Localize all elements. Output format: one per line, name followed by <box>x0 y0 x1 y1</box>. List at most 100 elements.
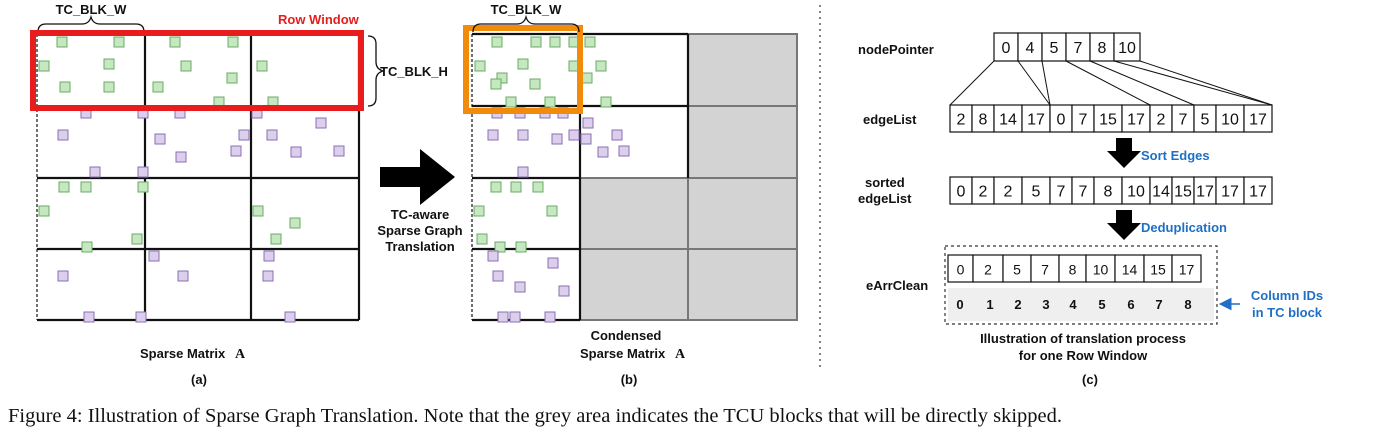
nonzero-purple <box>544 311 556 323</box>
nonzero-purple <box>290 146 302 158</box>
sorted-edge-list-cell <box>1243 176 1273 205</box>
nonzero-green <box>491 36 503 48</box>
figure-caption: Figure 4: Illustration of Sparse Graph T… <box>8 405 1062 427</box>
tc-blk-w-label-b: TC_BLK_W <box>491 2 563 17</box>
sort-edges-label: Sort Edges <box>1141 148 1210 163</box>
panel-b: TC_BLK_W Condensed Sparse Matrix A (b) <box>463 2 798 387</box>
dedup-arrow <box>1107 210 1141 240</box>
nonzero-purple <box>611 129 623 141</box>
sorted-edge-list-cell <box>993 176 1023 205</box>
earr-container <box>944 245 1218 325</box>
tc-blk-h-label: TC_BLK_H <box>380 64 448 79</box>
earr-clean-value: 7 <box>1041 262 1049 278</box>
tc-blk-w-brace-b <box>472 14 580 33</box>
node-pointer-cell <box>993 32 1019 62</box>
nonzero-green <box>517 58 529 70</box>
earr-clean-value: 2 <box>984 262 992 278</box>
nonzero-purple <box>487 129 499 141</box>
sparse-matrix-label: Sparse Matrix <box>140 346 226 361</box>
nonzero-purple <box>263 250 275 262</box>
nonzero-green <box>581 72 593 84</box>
edge-list-value: 2 <box>957 112 966 129</box>
nonzero-green <box>180 60 192 72</box>
nonzero-green <box>38 60 50 72</box>
earr-clean-cell <box>1143 254 1173 283</box>
nonzero-purple <box>137 166 149 178</box>
nonzero-green <box>169 36 181 48</box>
node-pointer-cell <box>1113 32 1141 62</box>
sorted-edge-list-value: 14 <box>1152 184 1170 201</box>
edge-list-value: 17 <box>1027 112 1045 129</box>
sorted-edge-list-value: 5 <box>1032 184 1041 201</box>
nonzero-green <box>544 96 556 108</box>
nonzero-purple <box>284 311 296 323</box>
pointer-connector <box>1017 60 1051 106</box>
nonzero-green <box>131 233 143 245</box>
nonzero-purple <box>558 285 570 297</box>
sorted-edge-list-value: 0 <box>957 184 966 201</box>
nonzero-green <box>56 36 68 48</box>
tc-block-highlight <box>463 25 583 114</box>
nonzero-green <box>530 36 542 48</box>
edge-list-value: 17 <box>1249 112 1267 129</box>
illustration-line2: for one Row Window <box>1019 348 1148 363</box>
pointer-connector <box>1089 60 1195 106</box>
nonzero-green <box>546 205 558 217</box>
earr-clean-array: 0 2 5 7 8 10 14 15 17 <box>947 254 1202 283</box>
nonzero-green <box>549 36 561 48</box>
earr-clean-cell <box>1030 254 1060 283</box>
nonzero-green <box>270 233 282 245</box>
nonzero-green <box>227 36 239 48</box>
nonzero-green <box>515 241 527 253</box>
sort-arrow <box>1107 138 1141 168</box>
deduplication-label: Deduplication <box>1141 220 1227 235</box>
earr-clean-value: 10 <box>1093 262 1109 278</box>
sublabel-c: (c) <box>1082 372 1098 387</box>
nonzero-purple <box>547 257 559 269</box>
nonzero-purple <box>154 133 166 145</box>
nonzero-green <box>532 181 544 193</box>
condensed-label-line2: Sparse Matrix <box>580 346 666 361</box>
sorted-label-line2: edgeList <box>858 191 912 206</box>
node-pointer-value: 4 <box>1026 40 1035 57</box>
nonzero-purple <box>497 311 509 323</box>
column-ids-label-line1: Column IDs <box>1251 288 1323 303</box>
node-pointer-label: nodePointer <box>858 42 934 57</box>
condensed-matrix-nonzeros <box>473 36 630 323</box>
edge-list-value: 17 <box>1127 112 1145 129</box>
pointer-connector <box>949 60 995 106</box>
nonzero-green <box>289 217 301 229</box>
nonzero-purple <box>266 129 278 141</box>
nonzero-purple <box>175 151 187 163</box>
arrow-label-line1: TC-aware <box>391 207 450 222</box>
sorted-edge-list-value: 8 <box>1104 184 1113 201</box>
tc-blk-h-brace <box>367 35 386 107</box>
row-window-label: Row Window <box>278 12 360 27</box>
earr-clean-value: 8 <box>1069 262 1077 278</box>
nonzero-purple <box>177 270 189 282</box>
sorted-edge-list-cell <box>1121 176 1151 205</box>
earr-clean-cell <box>1058 254 1087 283</box>
arrow-label-line3: Translation <box>385 239 454 254</box>
nonzero-purple <box>509 311 521 323</box>
nonzero-green <box>59 81 71 93</box>
sorted-label-line1: sorted <box>865 175 905 190</box>
sparse-matrix-grid <box>36 34 361 322</box>
sublabel-a: (a) <box>191 372 207 387</box>
pointer-connector <box>1065 60 1151 106</box>
nonzero-purple <box>517 166 529 178</box>
sparse-matrix-symbol: A <box>235 347 246 362</box>
edge-list-value: 10 <box>1221 112 1239 129</box>
panel-c: nodePointer 0 4 5 7 8 10 edgeList 2 8 14 17 0 7 15 1… <box>858 32 1323 387</box>
nonzero-green <box>252 205 264 217</box>
nonzero-purple <box>315 117 327 129</box>
translation-arrow: TC-aware Sparse Graph Translation <box>377 149 463 254</box>
nonzero-green <box>584 36 596 48</box>
node-pointer-connectors <box>949 60 1273 106</box>
earr-clean-cell <box>1171 254 1202 283</box>
node-pointer-cell <box>1017 32 1043 62</box>
edge-list-value: 7 <box>1179 112 1188 129</box>
earr-clean-value: 17 <box>1179 262 1195 278</box>
edge-list-value: 14 <box>999 112 1017 129</box>
